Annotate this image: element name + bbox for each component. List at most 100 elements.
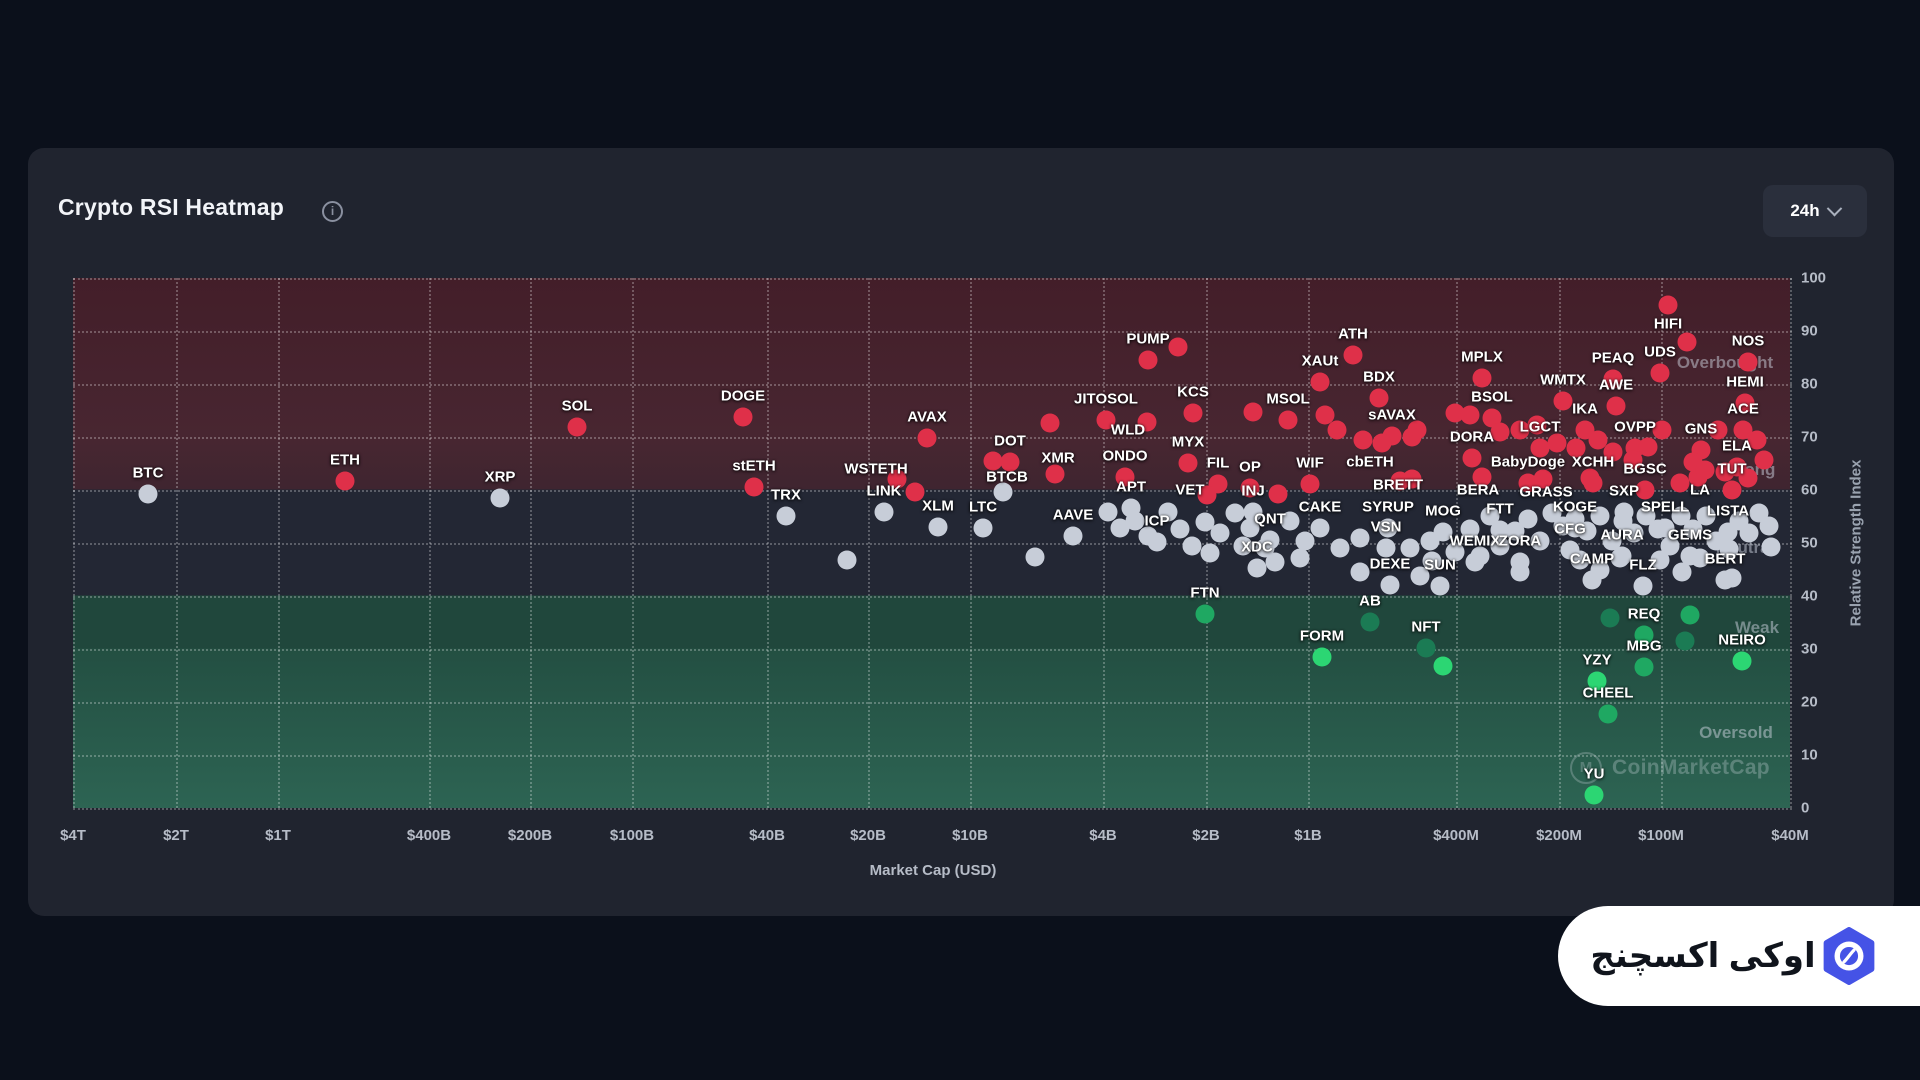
coin-dot-CHEEL[interactable] bbox=[1598, 704, 1618, 724]
coin-dot[interactable] bbox=[1650, 550, 1670, 570]
coin-dot[interactable] bbox=[1602, 531, 1622, 551]
coin-dot[interactable] bbox=[1754, 450, 1774, 470]
coin-dot[interactable] bbox=[1590, 506, 1610, 526]
coin-dot[interactable] bbox=[1505, 521, 1525, 541]
coin-dot[interactable] bbox=[993, 482, 1013, 502]
coin-dot-BRETT[interactable] bbox=[1402, 469, 1422, 489]
coin-dot-TRX[interactable] bbox=[776, 506, 796, 526]
coin-dot[interactable] bbox=[905, 482, 925, 502]
coin-dot[interactable] bbox=[1290, 548, 1310, 568]
coin-dot[interactable] bbox=[1683, 519, 1703, 539]
coin-dot[interactable] bbox=[1040, 413, 1060, 433]
coin-dot[interactable] bbox=[1695, 460, 1715, 480]
coin-dot[interactable] bbox=[1660, 536, 1680, 556]
coin-dot-BGSC[interactable] bbox=[1635, 480, 1655, 500]
coin-dot[interactable] bbox=[1490, 536, 1510, 556]
coin-dot-AB[interactable] bbox=[1360, 612, 1380, 632]
coin-dot[interactable] bbox=[1675, 631, 1695, 651]
coin-dot[interactable] bbox=[1722, 568, 1742, 588]
coin-dot[interactable] bbox=[1410, 566, 1430, 586]
coin-dot-PUMP[interactable] bbox=[1138, 350, 1158, 370]
coin-dot[interactable] bbox=[1518, 509, 1538, 529]
coin-dot[interactable] bbox=[1624, 523, 1644, 543]
coin-dot-BERA[interactable] bbox=[1472, 467, 1492, 487]
coin-dot-WMTX[interactable] bbox=[1553, 391, 1573, 411]
coin-dot[interactable] bbox=[1671, 506, 1691, 526]
coin-dot[interactable] bbox=[1588, 430, 1608, 450]
coin-dot[interactable] bbox=[1566, 438, 1586, 458]
coin-dot[interactable] bbox=[1182, 536, 1202, 556]
coin-dot[interactable] bbox=[1715, 462, 1735, 482]
coin-dot-CAKE[interactable] bbox=[1310, 518, 1330, 538]
coin-dot-XDC[interactable] bbox=[1247, 558, 1267, 578]
timeframe-dropdown[interactable]: 24h bbox=[1763, 185, 1867, 237]
coin-dot[interactable] bbox=[1610, 548, 1630, 568]
coin-dot-BDX[interactable] bbox=[1369, 388, 1389, 408]
coin-dot[interactable] bbox=[1603, 442, 1623, 462]
coin-dot[interactable] bbox=[1350, 528, 1370, 548]
coin-dot-XRP[interactable] bbox=[490, 488, 510, 508]
coin-dot[interactable] bbox=[1025, 547, 1045, 567]
coin-dot[interactable] bbox=[1168, 337, 1188, 357]
coin-dot[interactable] bbox=[1759, 516, 1779, 536]
coin-dot-BTC[interactable] bbox=[138, 484, 158, 504]
coin-dot[interactable] bbox=[1590, 560, 1610, 580]
coin-dot-OP[interactable] bbox=[1240, 478, 1260, 498]
coin-dot[interactable] bbox=[1696, 506, 1716, 526]
coin-dot[interactable] bbox=[1315, 405, 1335, 425]
coin-dot-MYX[interactable] bbox=[1178, 453, 1198, 473]
coin-dot[interactable] bbox=[1098, 502, 1118, 522]
coin-dot-JITOSOL[interactable] bbox=[1096, 410, 1116, 430]
coin-dot-stETH[interactable] bbox=[744, 477, 764, 497]
coin-dot[interactable] bbox=[1210, 523, 1230, 543]
coin-dot[interactable] bbox=[1327, 420, 1347, 440]
coin-dot-LTC[interactable] bbox=[973, 518, 993, 538]
coin-dot[interactable] bbox=[1372, 433, 1392, 453]
coin-dot[interactable] bbox=[837, 550, 857, 570]
coin-dot[interactable] bbox=[1677, 332, 1697, 352]
coin-dot[interactable] bbox=[1225, 503, 1245, 523]
coin-dot-SUN[interactable] bbox=[1430, 576, 1450, 596]
coin-dot-INJ[interactable] bbox=[1243, 502, 1263, 522]
coin-dot-MSOL[interactable] bbox=[1278, 410, 1298, 430]
coin-dot-YZY[interactable] bbox=[1587, 671, 1607, 691]
coin-dot[interactable] bbox=[1738, 468, 1758, 488]
coin-dot-XLM[interactable] bbox=[928, 517, 948, 537]
coin-dot[interactable] bbox=[1138, 526, 1158, 546]
coin-dot-DEXE[interactable] bbox=[1380, 575, 1400, 595]
coin-dot[interactable] bbox=[1125, 511, 1145, 531]
coin-dot[interactable] bbox=[1636, 506, 1656, 526]
coin-dot-WIF[interactable] bbox=[1300, 474, 1320, 494]
coin-dot-DOT[interactable] bbox=[1000, 452, 1020, 472]
coin-dot[interactable] bbox=[1670, 473, 1690, 493]
coin-dot[interactable] bbox=[1433, 656, 1453, 676]
coin-dot[interactable] bbox=[1422, 551, 1442, 571]
coin-dot[interactable] bbox=[1510, 562, 1530, 582]
coin-dot-HEMI[interactable] bbox=[1735, 393, 1755, 413]
coin-dot-GRASS[interactable] bbox=[1533, 469, 1553, 489]
coin-dot[interactable] bbox=[1353, 430, 1373, 450]
coin-dot[interactable] bbox=[1690, 548, 1710, 568]
coin-dot[interactable] bbox=[1648, 519, 1668, 539]
coin-dot[interactable] bbox=[1719, 539, 1739, 559]
coin-dot[interactable] bbox=[1761, 537, 1781, 557]
coin-dot[interactable] bbox=[1530, 531, 1550, 551]
coin-dot[interactable] bbox=[1170, 519, 1190, 539]
coin-dot-PEAQ[interactable] bbox=[1603, 369, 1623, 389]
coin-dot-TUT[interactable] bbox=[1722, 480, 1742, 500]
coin-dot[interactable] bbox=[1200, 543, 1220, 563]
info-icon[interactable]: i bbox=[322, 201, 343, 222]
coin-dot[interactable] bbox=[1402, 427, 1422, 447]
coin-dot-NFT[interactable] bbox=[1416, 638, 1436, 658]
coin-dot[interactable] bbox=[1577, 521, 1597, 541]
coin-dot[interactable] bbox=[1330, 538, 1350, 558]
coin-dot[interactable] bbox=[1672, 562, 1692, 582]
coin-dot[interactable] bbox=[1470, 546, 1490, 566]
coin-dot-MBG[interactable] bbox=[1634, 657, 1654, 677]
coin-dot-NEIRO[interactable] bbox=[1732, 651, 1752, 671]
coin-dot[interactable] bbox=[1570, 550, 1590, 570]
coin-dot[interactable] bbox=[1652, 420, 1672, 440]
coin-dot-ETH[interactable] bbox=[335, 471, 355, 491]
coin-dot-SYRUP[interactable] bbox=[1378, 518, 1398, 538]
coin-dot[interactable] bbox=[1460, 405, 1480, 425]
